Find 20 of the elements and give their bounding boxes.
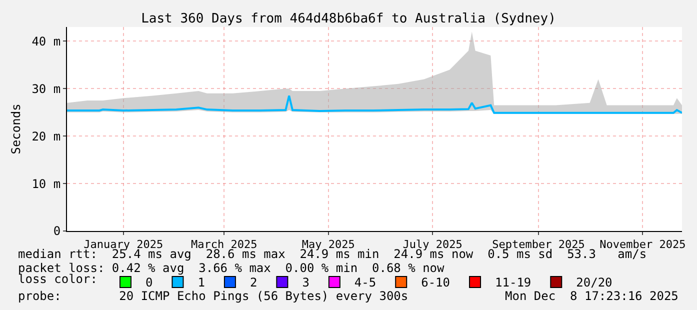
line-series (67, 94, 682, 114)
legend-label: 0 (145, 276, 153, 290)
text: packet loss: 0.42 % avg 3.66 % max 0.00 % min 0.68 % now (18, 261, 446, 275)
legend-label: 3 (302, 276, 310, 290)
y-tick-label: 30 m (32, 82, 61, 96)
y-tick-label: 20 m (32, 129, 61, 144)
legend-label: 1 (198, 276, 205, 290)
y-tick-label: 10 m (32, 176, 61, 191)
chart-title: Last 360 Days from 464d48b6ba6f to Australia (Sydney) (141, 12, 556, 27)
legend-title: loss color: (18, 272, 98, 286)
legend-label: 11-19 (495, 276, 532, 290)
text: Mon Dec 8 17:23:16 2025 (505, 289, 678, 303)
legend-label: 2 (250, 276, 258, 290)
text: probe: 20 ICMP Echo Pings (56 Bytes) every 300s (18, 289, 408, 303)
y-tick-label: 40 m (32, 34, 61, 48)
legend-label: 4-5 (354, 276, 376, 290)
legend-label: 20/20 (576, 276, 612, 290)
y-tick-label: 0 (53, 224, 61, 238)
y-axis-title: Seconds (8, 104, 23, 154)
legend-label: 6-10 (421, 276, 450, 290)
